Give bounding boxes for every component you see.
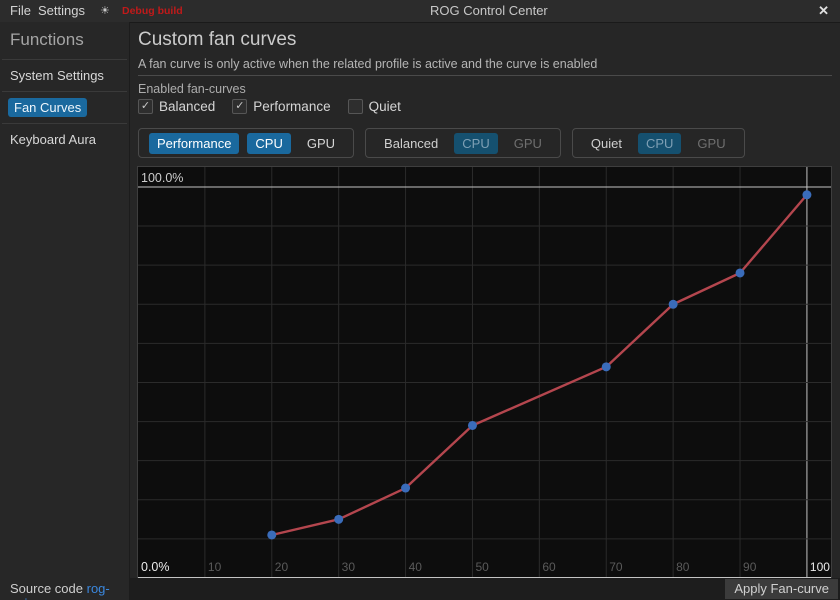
- close-icon[interactable]: ✕: [818, 3, 829, 18]
- page-title: Custom fan curves: [138, 29, 297, 50]
- fan-curve-chart-area: 10 20 30 40 50 60 70 80 90 100 100.0% 0.0%: [137, 166, 832, 579]
- fan-curve-tab-row: Performance CPU GPU Balanced CPU GPU Qui…: [138, 128, 745, 158]
- checkbox-box: ✓: [232, 99, 248, 114]
- tab-balanced-gpu[interactable]: GPU: [513, 135, 542, 151]
- checkbox-box: [347, 99, 363, 114]
- x-tick-label: 30: [342, 560, 356, 574]
- sidebar-footer: Source code rog-gui.: [0, 579, 129, 600]
- curve-point[interactable]: [401, 483, 411, 493]
- x-tick-label: 100: [810, 560, 830, 574]
- curve-point[interactable]: [334, 514, 344, 524]
- tab-balanced-cpu[interactable]: CPU: [454, 132, 498, 154]
- x-tick-label: 80: [676, 560, 690, 574]
- fan-group-balanced: Balanced CPU GPU: [365, 128, 561, 158]
- curve-point[interactable]: [267, 530, 277, 540]
- x-tick-label: 50: [475, 560, 489, 574]
- fan-group-performance: Performance CPU GPU: [138, 128, 355, 158]
- y-axis-max-label: 100.0%: [141, 171, 183, 185]
- sidebar-header: Functions: [10, 30, 84, 49]
- menu-file[interactable]: File: [10, 3, 31, 18]
- curve-point[interactable]: [802, 190, 812, 200]
- tab-profile-balanced[interactable]: Balanced: [384, 135, 439, 151]
- sidebar: Functions System Settings Fan Curves Key…: [0, 22, 130, 600]
- fan-curve-line: [271, 193, 808, 537]
- tab-quiet-gpu[interactable]: GPU: [697, 135, 726, 151]
- divider: [138, 75, 832, 76]
- sidebar-item-keyboard-aura[interactable]: Keyboard Aura: [2, 123, 127, 155]
- x-tick-label: 90: [743, 560, 757, 574]
- x-tick-label: 20: [275, 560, 289, 574]
- tab-quiet-cpu[interactable]: CPU: [637, 132, 682, 154]
- x-tick-label: 60: [542, 560, 556, 574]
- x-tick-label: 40: [409, 560, 423, 574]
- checkbox-performance[interactable]: ✓ Performance: [232, 99, 331, 114]
- sidebar-item-fan-curves[interactable]: Fan Curves: [2, 91, 127, 123]
- x-tick-label: 10: [208, 560, 222, 574]
- checkbox-label: Performance: [253, 99, 331, 114]
- titlebar: File Settings ☀ Debug build ROG Control …: [0, 0, 840, 23]
- checkbox-box: ✓: [138, 99, 153, 114]
- sidebar-item-label: System Settings: [10, 68, 104, 83]
- enabled-checkbox-row: ✓ Balanced ✓ Performance Quiet: [138, 99, 401, 114]
- sidebar-item-label: Keyboard Aura: [10, 132, 97, 147]
- tab-performance-cpu[interactable]: CPU: [247, 132, 291, 154]
- tab-performance-gpu[interactable]: GPU: [306, 135, 336, 151]
- sidebar-item-label-active: Fan Curves: [8, 98, 88, 117]
- y-axis-min-label: 0.0%: [141, 560, 170, 574]
- footer-bar: Apply Fan-curve: [130, 578, 840, 600]
- theme-sun-icon[interactable]: ☀: [100, 5, 110, 17]
- apply-fan-curve-button[interactable]: Apply Fan-curve: [725, 579, 838, 599]
- checkbox-balanced[interactable]: ✓ Balanced: [138, 99, 215, 114]
- menu-settings[interactable]: Settings: [38, 3, 85, 18]
- sidebar-item-system-settings[interactable]: System Settings: [2, 59, 127, 91]
- tab-profile-quiet[interactable]: Quiet: [590, 135, 622, 151]
- debug-build-label: Debug build: [122, 5, 183, 17]
- fan-group-quiet: Quiet CPU GPU: [571, 128, 745, 158]
- checkbox-label: Quiet: [368, 99, 401, 114]
- curve-point[interactable]: [467, 420, 477, 430]
- rog-gui-link[interactable]: rog-gui.: [10, 581, 110, 600]
- curve-point[interactable]: [601, 362, 611, 372]
- enabled-fan-curves-label: Enabled fan-curves: [138, 82, 246, 96]
- window-title: ROG Control Center: [430, 3, 548, 18]
- curve-point[interactable]: [735, 268, 745, 278]
- fan-curve-chart[interactable]: 10 20 30 40 50 60 70 80 90 100 100.0% 0.0%: [138, 167, 831, 578]
- checkbox-quiet[interactable]: Quiet: [347, 99, 401, 114]
- page-subtitle: A fan curve is only active when the rela…: [138, 57, 598, 71]
- checkbox-label: Balanced: [159, 99, 216, 114]
- x-tick-label: 70: [609, 560, 623, 574]
- curve-point[interactable]: [668, 299, 678, 309]
- source-code-label: Source code: [10, 581, 87, 596]
- main-content: Custom fan curves A fan curve is only ac…: [130, 22, 840, 600]
- tab-profile-performance[interactable]: Performance: [149, 132, 240, 154]
